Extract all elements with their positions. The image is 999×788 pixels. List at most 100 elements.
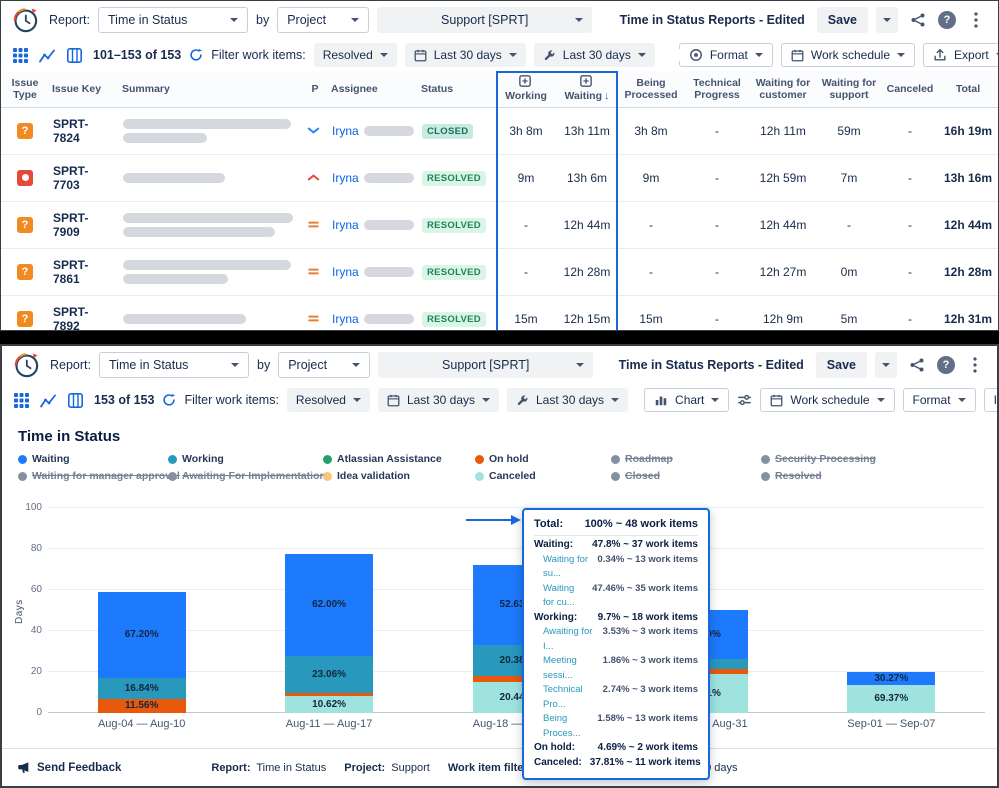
work-period-select[interactable]: Last 30 days [507, 388, 629, 412]
column-header-waiting-for-support[interactable]: Waiting for support [816, 71, 882, 108]
table-row[interactable]: SPRT-7703 Iryna RESOLVED 9m 13h 6m 9m -12h 59m… [1, 154, 998, 202]
stacked-bar[interactable]: 69.37% 30.27% [847, 508, 936, 713]
help-icon[interactable]: ? [937, 356, 955, 374]
chart-view-icon[interactable] [39, 391, 57, 409]
issue-key-link[interactable]: SPRT-7861 [49, 248, 119, 296]
work-schedule-select[interactable]: Work schedule [760, 388, 895, 412]
assignee-link[interactable]: Iryna [332, 217, 359, 232]
legend-item[interactable]: Waiting for manager approval [18, 470, 180, 482]
bar-segment-on_hold[interactable] [472, 675, 561, 683]
project-select[interactable]: Support [SPRT] [378, 352, 594, 378]
issue-key-link[interactable]: SPRT-7703 [49, 154, 119, 202]
table-row[interactable]: ? SPRT-7892 Iryna RESOLVED 15m 12h 15m 15m -12h… [1, 295, 998, 330]
date-range-select[interactable]: Last 30 days [404, 43, 526, 67]
sliders-icon[interactable] [737, 391, 752, 409]
table-row[interactable]: ? SPRT-7824 Iryna CLOSED 3h 8m 13h 11m 3h 8m -1… [1, 107, 998, 155]
assignee-link[interactable]: Iryna [332, 264, 359, 279]
legend-item[interactable]: Atlassian Assistance [323, 453, 475, 465]
table-row[interactable]: ? SPRT-7861 Iryna RESOLVED -12h 28m - -12h 27m… [1, 248, 998, 296]
stacked-bar[interactable]: 11.56% 16.84% 67.20% [97, 508, 186, 713]
legend-item[interactable]: Working [168, 453, 323, 465]
column-header-canceled[interactable]: Canceled [882, 71, 938, 108]
legend-item[interactable]: Resolved [761, 470, 981, 482]
report-type-select[interactable]: Time in Status [99, 352, 249, 378]
send-feedback-button[interactable]: Send Feedback [16, 761, 121, 775]
redacted-summary-bar [123, 259, 291, 270]
bar-segment-on_hold[interactable] [285, 692, 374, 697]
assignee-link[interactable]: Iryna [332, 311, 359, 326]
column-header-status[interactable]: Status [418, 71, 496, 108]
bar-segment-working[interactable]: 16.84% [97, 677, 186, 699]
column-header-total[interactable]: Total [938, 71, 998, 108]
issue-key-link[interactable]: SPRT-7824 [49, 107, 119, 155]
format-select[interactable]: Format [678, 43, 773, 67]
bar-segment-waiting[interactable]: 30.27% [847, 672, 936, 685]
column-header-waiting[interactable]: Waiting ↓ [556, 71, 618, 108]
bar-segment-canceled[interactable]: 10.62% [285, 696, 374, 713]
refresh-icon[interactable] [189, 46, 203, 64]
legend-item[interactable]: Waiting [18, 453, 168, 465]
chart-type-select[interactable]: Chart [644, 388, 730, 412]
format-select[interactable]: Format [902, 388, 976, 412]
legend-item[interactable]: On hold [475, 453, 611, 465]
y-axis-title: Days [14, 599, 25, 624]
help-icon[interactable]: ? [938, 11, 956, 29]
issue-key-link[interactable]: SPRT-7909 [49, 201, 119, 249]
table-view-icon[interactable] [65, 46, 83, 64]
share-icon[interactable] [905, 353, 929, 377]
work-period-value: Last 30 days [562, 48, 631, 62]
column-header-being-processed[interactable]: Being Processed [618, 71, 684, 108]
legend-item[interactable]: Roadmap [611, 453, 761, 465]
status-filter-select[interactable]: Resolved [286, 388, 370, 412]
chart-view-icon[interactable] [38, 46, 56, 64]
app-footer: Send Feedback Report: Time in Status Proj… [2, 748, 997, 786]
share-icon[interactable] [906, 8, 930, 32]
column-header-p[interactable]: P [302, 71, 328, 108]
table-view-icon[interactable] [66, 391, 84, 409]
status-cell: RESOLVED [418, 154, 496, 202]
save-button[interactable]: Save [816, 7, 868, 33]
stacked-bar[interactable]: 10.62% 23.06% 62.00% [285, 508, 374, 713]
report-type-select[interactable]: Time in Status [98, 7, 248, 33]
status-cell: CLOSED [418, 107, 496, 155]
project-select[interactable]: Support [SPRT] [377, 7, 593, 33]
save-options-button[interactable] [876, 7, 898, 33]
chevron-down-icon [611, 398, 620, 402]
status-filter-select[interactable]: Resolved [313, 43, 397, 67]
assignee-link[interactable]: Iryna [332, 170, 359, 185]
bar-segment-waiting[interactable]: 67.20% [97, 591, 186, 678]
work-period-select[interactable]: Last 30 days [533, 43, 655, 67]
save-options-button[interactable] [875, 352, 897, 378]
refresh-icon[interactable] [162, 391, 176, 409]
issue-key-link[interactable]: SPRT-7892 [49, 295, 119, 330]
legend-item[interactable]: Closed [611, 470, 761, 482]
legend-item[interactable]: Canceled [475, 470, 611, 482]
legend-item[interactable]: Awaiting For Implementation [168, 470, 326, 482]
interval-select[interactable]: Interval [983, 388, 997, 412]
column-header-issue-key[interactable]: Issue Key [49, 71, 119, 108]
grid-view-icon[interactable] [12, 391, 30, 409]
column-header-issue-type[interactable]: Issue Type [1, 71, 49, 108]
save-button[interactable]: Save [815, 352, 867, 378]
export-select[interactable]: Export [923, 43, 998, 67]
column-header-summary[interactable]: Summary [119, 71, 302, 108]
column-header-working[interactable]: Working [496, 71, 556, 108]
bar-segment-canceled[interactable]: 69.37% [847, 684, 936, 713]
group-by-select[interactable]: Project [278, 352, 371, 378]
bar-segment-working[interactable]: 23.06% [285, 656, 374, 693]
column-header-waiting-for-customer[interactable]: Waiting for customer [750, 71, 816, 108]
bar-segment-waiting[interactable]: 62.00% [285, 553, 374, 657]
legend-item[interactable]: Idea validation [323, 470, 475, 482]
table-row[interactable]: ? SPRT-7909 Iryna RESOLVED -12h 44m - -12h 44m… [1, 201, 998, 249]
date-range-select[interactable]: Last 30 days [377, 388, 499, 412]
group-by-select[interactable]: Project [277, 7, 370, 33]
grid-view-icon[interactable] [11, 46, 29, 64]
work-schedule-select[interactable]: Work schedule [780, 43, 916, 67]
kebab-menu-icon[interactable] [963, 353, 987, 377]
assignee-link[interactable]: Iryna [332, 123, 359, 138]
kebab-menu-icon[interactable] [964, 8, 988, 32]
column-header-assignee[interactable]: Assignee [328, 71, 418, 108]
column-header-technical-progress[interactable]: Technical Progress [684, 71, 750, 108]
legend-item[interactable]: Security Processing [761, 453, 981, 465]
bar-segment-on_hold[interactable]: 11.56% [97, 698, 186, 713]
